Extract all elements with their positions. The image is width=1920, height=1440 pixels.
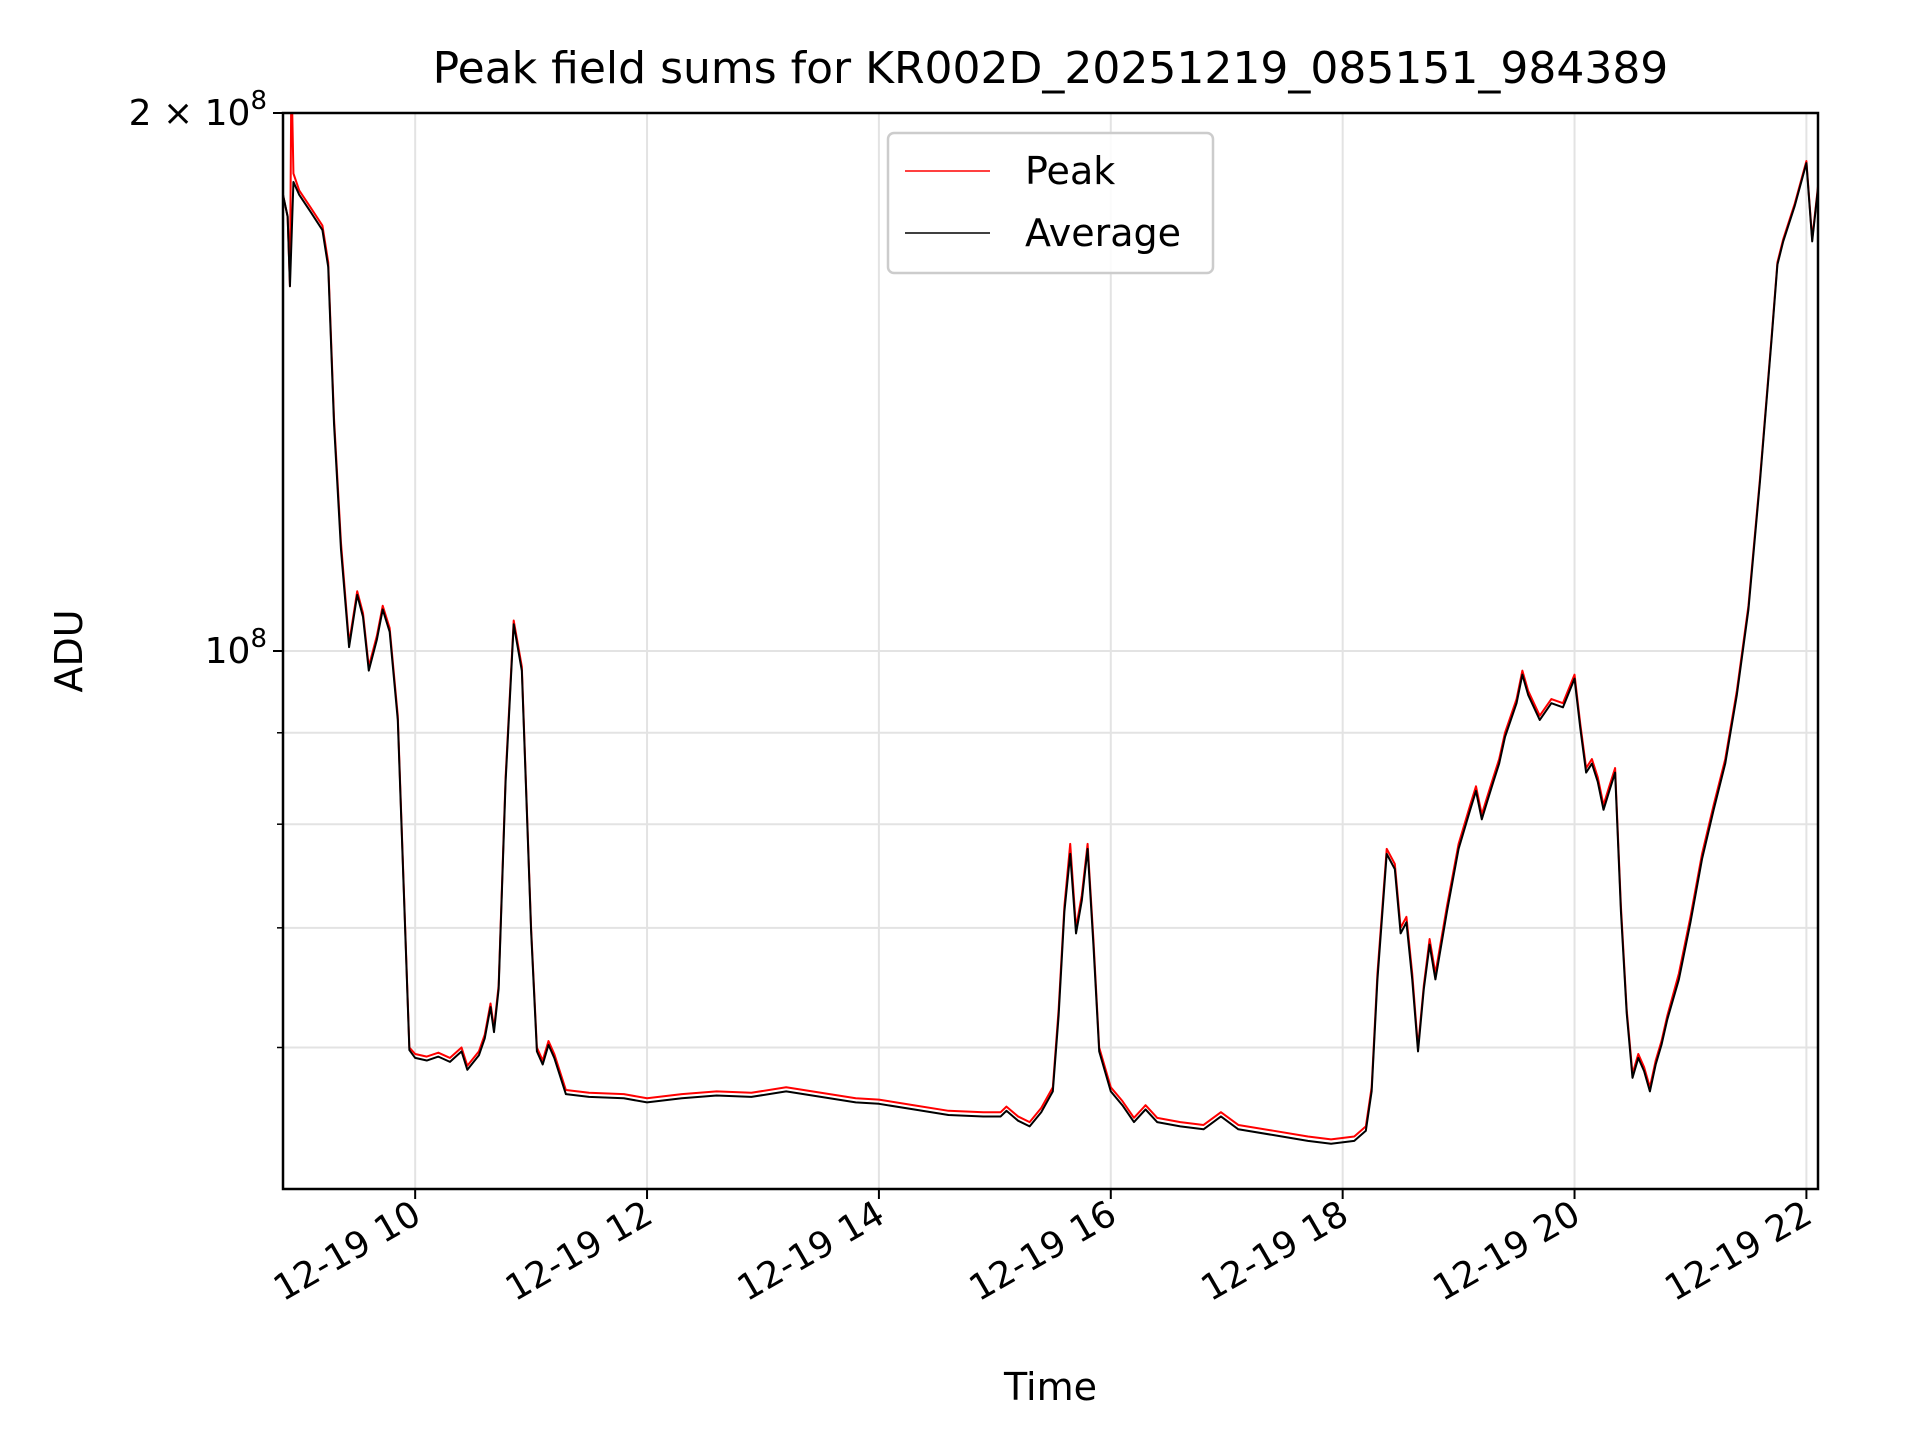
legend-label-average: Average [1025,211,1181,255]
legend-box [886,131,1215,275]
series-line-average [283,162,1818,1145]
chart-title: Peak field sums for KR002D_20251219_0851… [433,43,1669,94]
plot-lines [283,113,1818,1145]
legend-label-peak: Peak [1025,149,1115,193]
grid [283,112,1818,1189]
y-tick-label: 108 [205,624,267,672]
legend: Peak Average [886,131,1215,275]
y-axis-label: ADU [47,609,91,692]
y-tick-label: 2 × 108 [129,86,267,134]
x-axis-label: Time [1003,1365,1097,1409]
y-axis-ticks: 108 2 × 108 [129,86,283,1049]
